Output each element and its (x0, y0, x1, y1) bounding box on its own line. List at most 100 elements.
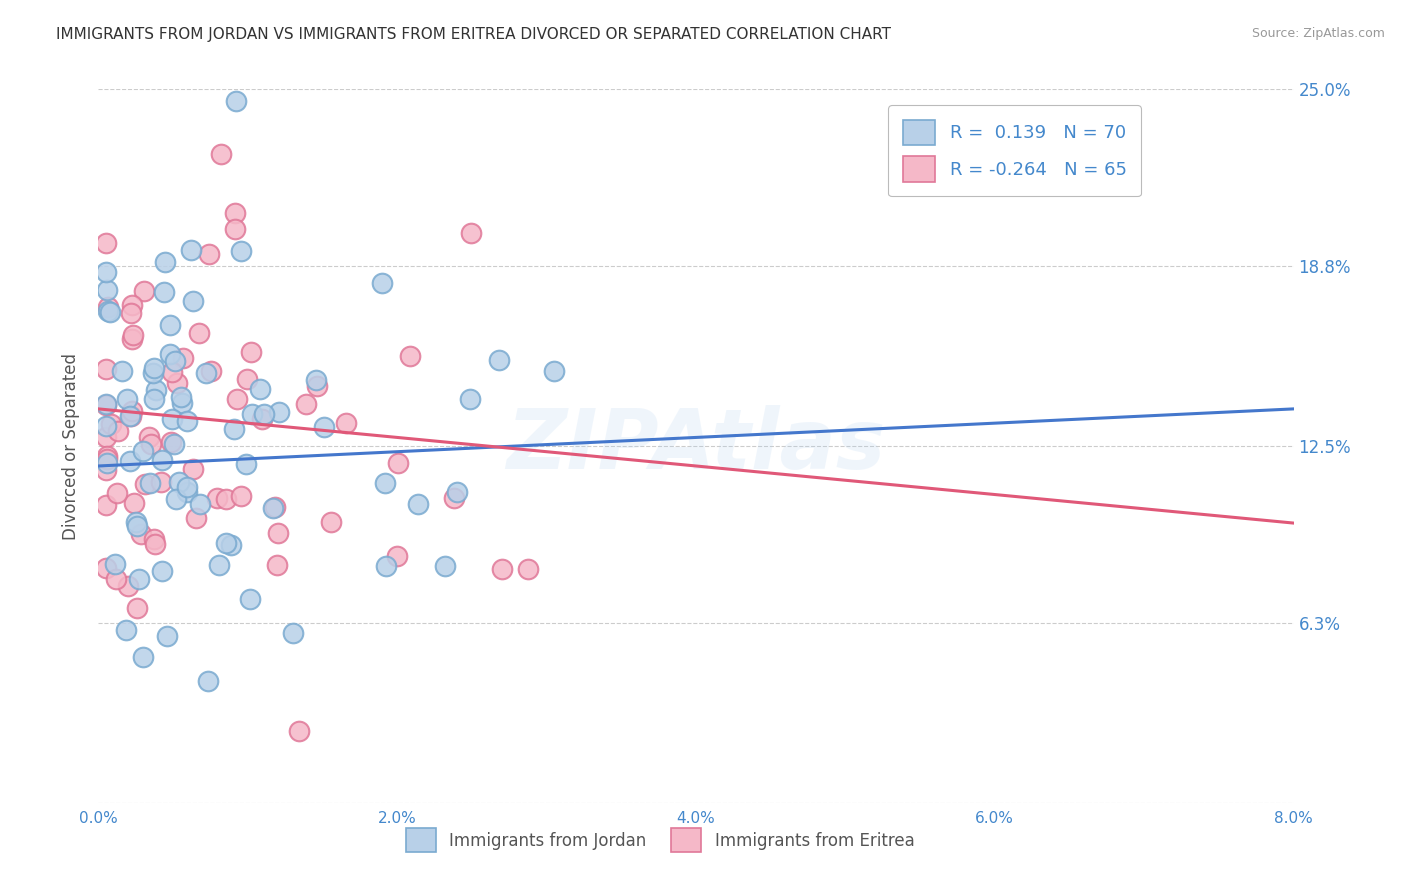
Point (434, 559, 457, 574)
Point (96, 451, 118, 466)
Point (104, 557, 127, 571)
Point (145, 384, 167, 398)
Point (446, 485, 468, 500)
Point (224, 422, 246, 436)
Point (97, 303, 120, 318)
Point (96, 449, 118, 463)
Point (305, 373, 328, 387)
Point (159, 318, 181, 332)
Point (134, 477, 156, 491)
Point (105, 486, 128, 500)
Point (160, 365, 183, 379)
Point (125, 515, 148, 529)
Point (163, 354, 186, 368)
Point (94, 264, 117, 278)
Point (240, 408, 263, 422)
Point (180, 243, 202, 257)
Point (188, 326, 211, 341)
Point (114, 623, 136, 637)
Point (159, 434, 181, 449)
Point (200, 364, 222, 378)
Point (167, 475, 190, 490)
Point (176, 480, 198, 494)
Point (387, 457, 409, 471)
Point (219, 538, 242, 552)
Point (209, 147, 232, 161)
Point (249, 382, 271, 396)
Point (152, 564, 174, 578)
Point (166, 376, 188, 390)
Point (225, 95, 247, 109)
Point (94, 561, 117, 575)
Point (215, 535, 238, 549)
Point (398, 349, 420, 363)
Point (229, 244, 252, 258)
Text: IMMIGRANTS FROM JORDAN VS IMMIGRANTS FROM ERITREA DIVORCED OR SEPARATED CORRELAT: IMMIGRANTS FROM JORDAN VS IMMIGRANTS FRO… (56, 27, 891, 42)
Point (160, 411, 183, 425)
Point (150, 453, 173, 467)
Point (159, 347, 181, 361)
Point (170, 390, 193, 404)
Point (131, 650, 153, 665)
Point (127, 601, 149, 615)
Point (121, 404, 143, 418)
Point (408, 497, 430, 511)
Point (94, 235, 117, 250)
Point (312, 419, 335, 434)
Point (239, 591, 262, 606)
Point (128, 572, 150, 586)
Point (111, 364, 134, 378)
Text: ZIPAtlas: ZIPAtlas (506, 406, 886, 486)
Point (132, 443, 155, 458)
Point (94, 430, 117, 444)
Point (208, 558, 231, 573)
Point (94, 398, 117, 412)
Point (143, 532, 166, 546)
Point (94, 418, 117, 433)
Point (156, 629, 179, 643)
Point (269, 405, 291, 419)
Point (98, 305, 121, 319)
Point (105, 572, 128, 586)
Point (240, 345, 263, 359)
Point (224, 222, 246, 236)
Point (97, 300, 120, 314)
Point (458, 392, 481, 407)
Point (197, 673, 219, 688)
Point (176, 485, 198, 500)
Point (183, 293, 205, 308)
Point (143, 392, 166, 406)
Point (194, 366, 217, 380)
Point (262, 500, 284, 515)
Point (115, 392, 138, 406)
Point (236, 372, 259, 386)
Point (543, 364, 565, 378)
Point (205, 491, 228, 505)
Point (235, 457, 257, 471)
Point (385, 549, 408, 563)
Point (141, 437, 163, 451)
Point (94, 362, 117, 376)
Point (491, 562, 513, 576)
Point (517, 561, 540, 575)
Point (96, 462, 118, 476)
Point (443, 491, 465, 505)
Point (121, 332, 143, 346)
Text: Source: ZipAtlas.com: Source: ZipAtlas.com (1251, 27, 1385, 40)
Point (215, 491, 238, 506)
Point (134, 285, 156, 299)
Point (96, 457, 118, 471)
Point (153, 285, 176, 299)
Point (94, 397, 117, 411)
Point (153, 255, 176, 269)
Point (142, 366, 165, 380)
Point (120, 409, 142, 423)
Point (121, 298, 143, 312)
Point (370, 276, 392, 290)
Point (319, 516, 342, 530)
Point (125, 519, 148, 533)
Point (488, 352, 510, 367)
Point (120, 306, 142, 320)
Point (307, 378, 329, 392)
Point (188, 497, 211, 511)
